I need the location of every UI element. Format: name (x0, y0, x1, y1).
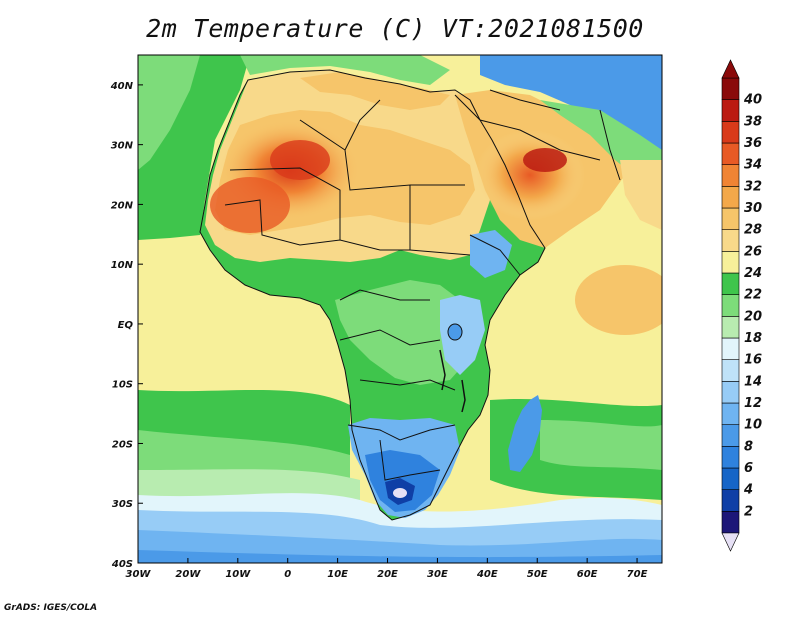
mediterranean-warm (300, 72, 450, 110)
colorbar-label: 12 (744, 396, 762, 411)
colorbar-swatch (721, 446, 740, 469)
x-tick-label: 30W (126, 569, 152, 580)
colorbar-swatch (721, 229, 740, 252)
x-tick-label: 10E (327, 569, 348, 580)
arabia-core (475, 130, 585, 220)
pakistan-warm (620, 160, 662, 230)
y-tick-label: EQ (118, 320, 134, 331)
colorbar-swatch (721, 489, 740, 512)
colorbar-swatch (721, 424, 740, 447)
colorbar-swatch (721, 511, 740, 534)
x-tick-label: 60E (577, 569, 598, 580)
y-tick-label: 20N (111, 200, 134, 211)
south-indian-20 (540, 420, 662, 470)
arabian-sea-warm (575, 265, 662, 335)
y-axis: 40N 30N 20N 10N EQ 10S 20S 30S 40S (110, 81, 143, 570)
colorbar-swatch (721, 337, 740, 360)
colorbar-swatch (721, 121, 740, 144)
colorbar-swatch (721, 186, 740, 209)
colorbar-swatch (721, 272, 740, 295)
y-tick-label: 20S (112, 439, 133, 450)
x-tick-label: 40E (476, 569, 498, 580)
x-tick-label: 30E (427, 569, 448, 580)
colorbar-label: 36 (744, 136, 762, 151)
colorbar-label: 28 (744, 223, 762, 238)
plot-frame (137, 54, 663, 564)
colorbar-swatch (721, 77, 740, 100)
madagascar (508, 395, 542, 472)
colorbar-label: 20 (744, 309, 762, 324)
colorbar-label: 4 (743, 483, 753, 498)
colorbar-over-arrow (721, 59, 740, 79)
colorbar-label: 32 (744, 179, 762, 194)
colorbar-under-arrow (721, 532, 740, 552)
colorbar-swatch (721, 381, 740, 404)
x-tick-label: 20W (175, 569, 201, 580)
colorbar-label: 40 (743, 93, 762, 108)
x-axis: 30W 20W 10W 0 10E 20E 30E 40E 50E 60E 70E (126, 558, 648, 580)
y-tick-label: 40N (110, 81, 134, 92)
mauritania-hot (210, 177, 290, 233)
colorbar-label: 2 (744, 504, 753, 519)
credit-text: GrADS: IGES/COLA (4, 603, 98, 613)
central-africa-cool (335, 280, 470, 385)
y-tick-label: 40S (111, 559, 133, 570)
colorbar-label: 24 (744, 266, 762, 281)
colorbar-swatch (721, 251, 740, 274)
lake-malawi (461, 379, 466, 413)
y-tick-label: 10N (111, 260, 134, 271)
north-atlantic-cooler (138, 55, 200, 170)
colorbar-label: 8 (744, 439, 753, 454)
colorbar-swatch (721, 316, 740, 339)
colorbar-label: 30 (744, 201, 762, 216)
colorbar-swatch (721, 294, 740, 317)
x-tick-label: 70E (627, 569, 648, 580)
colorbar-label: 10 (744, 418, 762, 433)
colorbar-label: 18 (744, 331, 762, 346)
east-africa-highlands (440, 295, 485, 375)
colorbar-swatch (721, 142, 740, 165)
y-tick-label: 30N (111, 141, 134, 152)
europe-cool (240, 55, 450, 85)
y-tick-label: 30S (112, 499, 133, 510)
lake-victoria (447, 323, 463, 341)
colorbar-swatch (721, 402, 740, 425)
colorbar-label: 38 (744, 114, 762, 129)
y-tick-label: 10S (112, 380, 133, 391)
colorbar-label: 34 (744, 158, 762, 173)
colorbar-swatch (721, 359, 740, 382)
colorbar-label: 26 (744, 244, 762, 259)
colorbar-label: 22 (744, 288, 762, 303)
colorbar-swatch (721, 164, 740, 187)
colorbar-swatch (721, 99, 740, 122)
algeria-hot (270, 140, 330, 180)
x-tick-label: 20E (377, 569, 398, 580)
colorbar-label: 6 (744, 461, 753, 476)
colorbar-label: 16 (744, 353, 762, 368)
colorbar-label: 14 (744, 374, 762, 389)
lesotho-coldest (393, 488, 407, 498)
colorbar-swatch (721, 467, 740, 490)
ethiopia-highlands (470, 230, 512, 278)
lake-tanganyika (439, 349, 446, 391)
country-borders (199, 69, 621, 521)
southern-band-10 (138, 550, 662, 563)
colorbar-swatch (721, 207, 740, 230)
x-tick-label: 10W (225, 569, 251, 580)
x-tick-label: 50E (527, 569, 548, 580)
temperature-field (138, 55, 662, 563)
chart-title: 2m Temperature (C) VT:2021081500 (146, 14, 644, 43)
x-tick-label: 0 (284, 569, 291, 580)
persian-gulf-hot (523, 148, 567, 172)
